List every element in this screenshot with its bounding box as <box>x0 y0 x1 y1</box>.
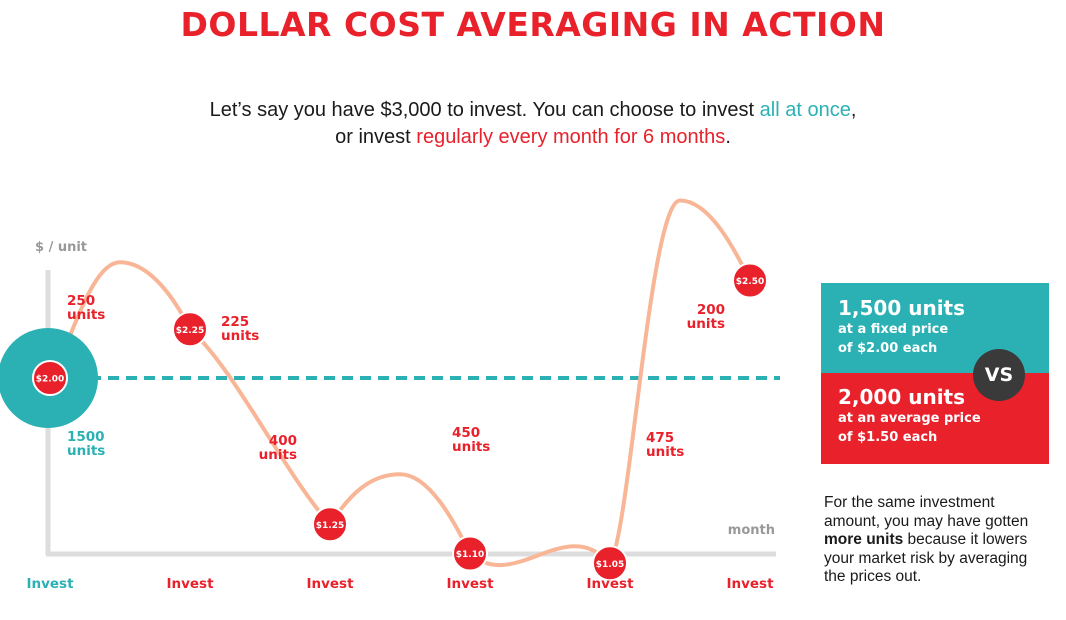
price-marker <box>312 506 348 543</box>
units-count: 475 <box>646 430 674 446</box>
lump-sum-units-count: 1500 <box>67 429 105 445</box>
price-marker-label: $1.05 <box>596 560 624 570</box>
y-axis-label: $ / unit <box>35 240 87 255</box>
invest-tick-label: Invest <box>306 576 354 592</box>
dca-line1: at an average price <box>838 411 981 426</box>
units-count: 400 <box>269 433 297 449</box>
lump-sum-units-word: units <box>67 443 105 459</box>
price-marker <box>172 311 208 348</box>
lump-sum-line1: at a fixed price <box>838 322 949 337</box>
x-axis-label: month <box>728 523 775 538</box>
price-marker-label: $1.10 <box>456 550 484 560</box>
price-marker <box>32 360 68 396</box>
intro-line1-a: Let’s say you have $3,000 to invest. You… <box>209 99 760 121</box>
units-word: units <box>259 447 297 463</box>
price-marker <box>452 535 488 572</box>
units-word: units <box>687 316 725 332</box>
page-title: DOLLAR COST AVERAGING IN ACTION <box>180 5 886 44</box>
dca-chart: $ / unit month $2.00 $2.25 $1.25 $1.10 $1.05 $2… <box>0 198 780 592</box>
price-marker-label: $2.00 <box>36 375 64 385</box>
price-marker-label: $2.25 <box>176 326 204 336</box>
vs-badge: VS <box>973 349 1025 401</box>
units-count: 225 <box>221 314 249 330</box>
note-emphasis: more units <box>824 531 904 548</box>
note-part-a: For the same investment amount, you may … <box>824 494 1029 530</box>
invest-tick-label: Invest <box>586 576 634 592</box>
units-word: units <box>452 439 490 455</box>
intro-highlight-lump-sum: all at once <box>759 99 851 121</box>
units-count: 450 <box>452 425 480 441</box>
invest-tick-label: Invest <box>726 576 774 592</box>
price-marker <box>592 545 628 582</box>
invest-tick-label: Invest <box>166 576 214 592</box>
units-word: units <box>646 444 684 460</box>
units-word: units <box>221 328 259 344</box>
dca-line2: of $1.50 each <box>838 430 938 445</box>
lump-sum-units: 1,500 units <box>838 296 966 320</box>
price-marker <box>732 262 768 299</box>
lump-sum-line2: of $2.00 each <box>838 341 938 356</box>
price-marker-label: $1.25 <box>316 521 344 531</box>
explanation-note: For the same investment amount, you may … <box>824 494 1049 587</box>
intro-line2-a: or invest <box>335 126 417 148</box>
intro-text: Let’s say you have $3,000 to invest. You… <box>0 97 1066 151</box>
units-count: 250 <box>67 293 95 309</box>
intro-line2-c: . <box>725 126 731 148</box>
price-marker-label: $2.50 <box>736 277 764 287</box>
note-part-c: because it lowers your market risk by av… <box>824 531 1028 585</box>
intro-line1-c: , <box>850 99 857 121</box>
dca-units: 2,000 units <box>838 385 966 409</box>
price-line <box>48 198 752 568</box>
intro-highlight-monthly: regularly every month for 6 months <box>416 126 726 148</box>
units-count: 200 <box>697 302 725 318</box>
invest-tick-label: Invest <box>26 576 74 592</box>
units-word: units <box>67 307 105 323</box>
invest-tick-label: Invest <box>446 576 494 592</box>
